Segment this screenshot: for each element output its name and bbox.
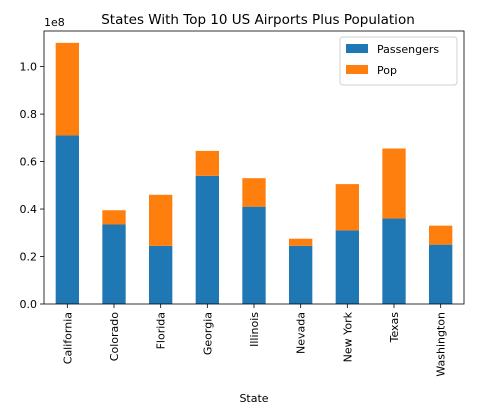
bar-passengers-california bbox=[55, 135, 79, 304]
bars-group bbox=[55, 42, 453, 304]
plot-frame bbox=[43, 30, 465, 305]
bar-passengers-nevada bbox=[289, 245, 313, 304]
legend-label-passengers: Passengers bbox=[377, 43, 439, 56]
y-tick-label: 0.8 bbox=[20, 108, 38, 121]
bar-pop-washington bbox=[429, 225, 453, 245]
y-tick-label: 0.0 bbox=[20, 298, 38, 311]
bar-pop-nevada bbox=[289, 238, 313, 246]
y-tick-label: 0.4 bbox=[20, 203, 38, 216]
bar-pop-georgia bbox=[195, 150, 219, 176]
legend-swatch-pop bbox=[346, 65, 368, 74]
y-axis-multiplier: 1e8 bbox=[44, 16, 65, 29]
x-tick-label: Washington bbox=[435, 312, 448, 377]
x-tick-label: Nevada bbox=[295, 312, 308, 354]
bar-passengers-new-york bbox=[335, 230, 359, 304]
bar-pop-illinois bbox=[242, 178, 266, 207]
bar-passengers-illinois bbox=[242, 206, 266, 304]
x-tick-label: Georgia bbox=[201, 312, 214, 355]
chart-title: States With Top 10 US Airports Plus Popu… bbox=[101, 12, 415, 28]
bar-pop-california bbox=[55, 42, 79, 136]
bar-passengers-texas bbox=[382, 218, 406, 304]
legend-swatch-passengers bbox=[346, 44, 368, 53]
x-tick-label: California bbox=[61, 312, 74, 364]
y-axis: 0.0 0.2 0.4 0.6 0.8 1.0 bbox=[20, 61, 44, 311]
x-axis-label: State bbox=[239, 392, 268, 405]
y-tick-label: 1.0 bbox=[20, 61, 38, 74]
y-tick-label: 0.2 bbox=[20, 251, 38, 264]
x-tick-label: New York bbox=[341, 311, 354, 362]
x-tick-label: Texas bbox=[388, 312, 401, 344]
bar-pop-texas bbox=[382, 148, 406, 219]
x-axis: California Colorado Florida Georgia Illinois… bbox=[61, 304, 448, 377]
legend: Passengers Pop bbox=[339, 36, 458, 86]
bar-passengers-colorado bbox=[102, 224, 126, 304]
x-tick-label: Colorado bbox=[108, 312, 121, 361]
bar-pop-new-york bbox=[335, 184, 359, 231]
legend-frame bbox=[339, 36, 458, 86]
x-tick-label: Florida bbox=[155, 312, 168, 349]
x-tick-label: Illinois bbox=[248, 312, 261, 347]
bar-passengers-georgia bbox=[195, 175, 219, 304]
legend-label-pop: Pop bbox=[377, 64, 397, 77]
bar-pop-florida bbox=[149, 194, 173, 246]
bar-passengers-florida bbox=[149, 245, 173, 304]
y-tick-label: 0.6 bbox=[20, 156, 38, 169]
bar-pop-colorado bbox=[102, 210, 126, 225]
bar-passengers-washington bbox=[429, 244, 453, 304]
